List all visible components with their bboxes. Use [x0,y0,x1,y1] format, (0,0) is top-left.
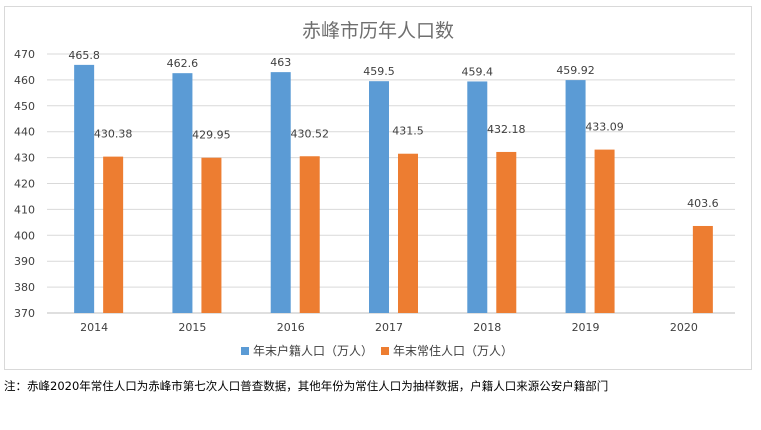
x-tick-label: 2016 [277,321,305,334]
bar-resident [496,151,517,313]
data-label: 465.8 [68,49,100,62]
x-tick-label: 2019 [572,321,600,334]
data-label: 430.38 [94,128,133,141]
bar-resident [201,157,222,313]
y-axis-ticks: 370 380 390 400 410 420 430 440 450 460 470 [14,48,35,320]
bar-household [565,80,586,313]
y-tick-label: 430 [14,152,35,165]
data-labels: 465.8 430.38 462.6 429.95 463 430.52 459.5 431.… [68,49,718,210]
bar-resident [398,153,418,313]
chart-frame: 赤峰市历年人口数 370 380 390 400 410 420 430 440 450 460 4… [4,6,752,370]
gridlines [47,53,735,314]
bar-household [270,72,291,313]
y-tick-label: 370 [14,307,35,320]
chart-title: 赤峰市历年人口数 [302,20,454,42]
y-tick-label: 450 [14,100,35,113]
bar-household [74,64,95,314]
x-axis-ticks: 2014 2015 2016 2017 2018 2019 2020 [80,321,698,334]
legend-label-resident: 年末常住人口（万人） [393,344,513,358]
bar-household [172,73,193,313]
data-label: 463 [270,56,291,69]
data-label: 431.5 [392,125,424,138]
x-tick-label: 2017 [375,321,403,334]
legend: 年末户籍人口（万人） 年末常住人口（万人） [241,343,513,358]
y-tick-label: 460 [14,74,35,87]
bar-resident [692,225,713,313]
y-tick-label: 440 [14,126,35,139]
data-label: 462.6 [167,57,199,70]
bar-resident [594,149,615,313]
data-label: 433.09 [585,121,624,134]
legend-swatch-resident [381,347,389,355]
data-label: 430.52 [290,127,329,140]
y-tick-label: 470 [14,48,35,61]
y-tick-label: 420 [14,178,35,191]
x-tick-label: 2014 [80,321,108,334]
bar-chart: 赤峰市历年人口数 370 380 390 400 410 420 430 440 450 460 4… [14,20,735,358]
bars [74,64,713,314]
bar-household [369,81,389,313]
footnote: 注：赤峰2020年常住人口为赤峰市第七次人口普查数据，其他年份为常住人口为抽样数… [4,379,609,393]
x-tick-label: 2020 [670,321,698,334]
y-tick-label: 410 [14,203,35,216]
x-tick-label: 2015 [178,321,206,334]
data-label: 459.5 [363,65,395,78]
bar-resident [299,156,320,313]
x-tick-label: 2018 [473,321,501,334]
data-label: 432.18 [487,123,526,136]
data-label: 429.95 [192,129,231,142]
y-tick-label: 400 [14,229,35,242]
legend-swatch-household [241,347,249,355]
data-label: 403.6 [687,197,719,210]
data-label: 459.92 [556,64,595,77]
bar-resident [103,156,124,313]
bar-household [467,81,488,313]
y-tick-label: 390 [14,255,35,268]
legend-label-household: 年末户籍人口（万人） [253,343,373,358]
y-tick-label: 380 [14,281,35,294]
data-label: 459.4 [462,65,494,78]
